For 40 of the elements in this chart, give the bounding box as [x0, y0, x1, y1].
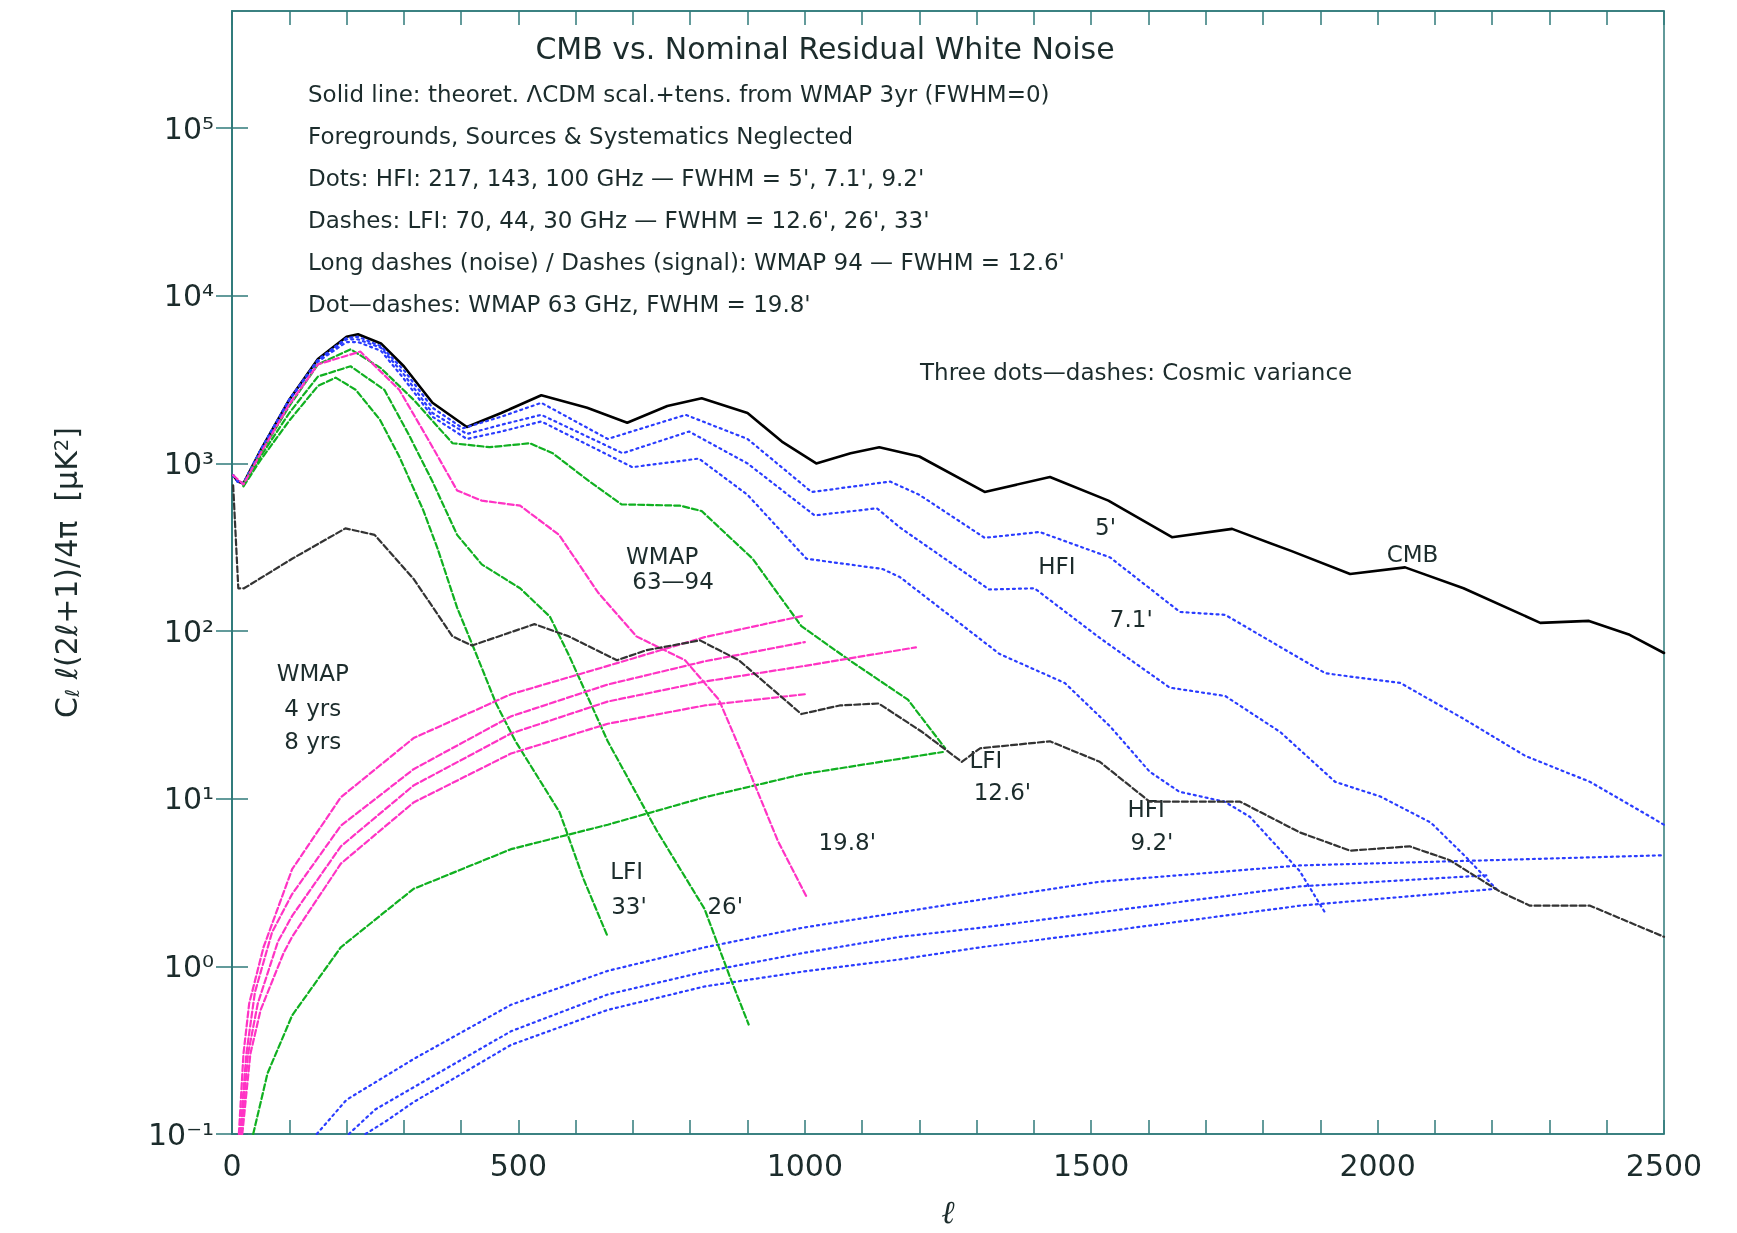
- annotation: LFI: [969, 747, 1003, 774]
- annotation: Long dashes (noise) / Dashes (signal): WMAP 94 — FWHM = 12.6': [308, 248, 1065, 275]
- x-tick-label: 0: [222, 1147, 242, 1183]
- y-tick-label: 10⁵: [163, 110, 214, 146]
- annotation: Solid line: theoret. ΛCDM scal.+tens. from WMAP 3yr (FWHM=0): [308, 80, 1050, 107]
- y-tick-label: 10⁴: [163, 278, 214, 314]
- annotation: Foregrounds, Sources & Systematics Neglected: [308, 122, 854, 149]
- annotation: 5': [1095, 513, 1116, 540]
- annotation: Dashes: LFI: 70, 44, 30 GHz — FWHM = 12.6', 26', 33': [308, 206, 930, 233]
- annotation: CMB: [1386, 540, 1439, 567]
- text: CMB vs. Nominal Residual White Noise: [535, 30, 1115, 66]
- y-tick-label: 10³: [163, 445, 214, 481]
- annotation: 4 yrs: [284, 694, 342, 721]
- x-tick-label: 500: [489, 1147, 548, 1183]
- annotation: HFI: [1038, 552, 1076, 579]
- x-tick-label: 2500: [1625, 1147, 1703, 1183]
- annotation: WMAP: [276, 660, 349, 687]
- x-tick-label: 2000: [1339, 1147, 1416, 1183]
- annotation: 9.2': [1130, 829, 1174, 856]
- y-tick-label: 10²: [163, 613, 214, 649]
- annotation: 63—94: [632, 567, 714, 594]
- annotation: HFI: [1127, 795, 1165, 822]
- x-tick-label: 1500: [1053, 1147, 1130, 1183]
- y-axis-title: Cℓ ℓ(2ℓ+1)/4π [μK2]: [49, 427, 85, 718]
- annotation: WMAP: [626, 542, 699, 569]
- x-tick-label: 1000: [766, 1147, 843, 1183]
- annotation: 33': [611, 892, 647, 919]
- annotation: 12.6': [973, 778, 1032, 805]
- y-tick-label: 10⁻¹: [147, 1116, 214, 1152]
- annotation: 26': [707, 892, 743, 919]
- annotation: Dot—dashes: WMAP 63 GHz, FWHM = 19.8': [308, 290, 811, 317]
- annotation: 7.1': [1109, 606, 1153, 633]
- annotation: Three dots—dashes: Cosmic variance: [919, 358, 1353, 385]
- annotation: 8 yrs: [284, 728, 342, 755]
- x-axis-title: ℓ: [941, 1193, 956, 1231]
- y-tick-label: 10⁰: [163, 948, 214, 984]
- y-tick-label: 10¹: [163, 781, 214, 817]
- annotation: LFI: [610, 858, 644, 885]
- annotation: 19.8': [818, 829, 876, 856]
- annotation: Dots: HFI: 217, 143, 100 GHz — FWHM = 5', 7.1', 9.2': [308, 164, 925, 191]
